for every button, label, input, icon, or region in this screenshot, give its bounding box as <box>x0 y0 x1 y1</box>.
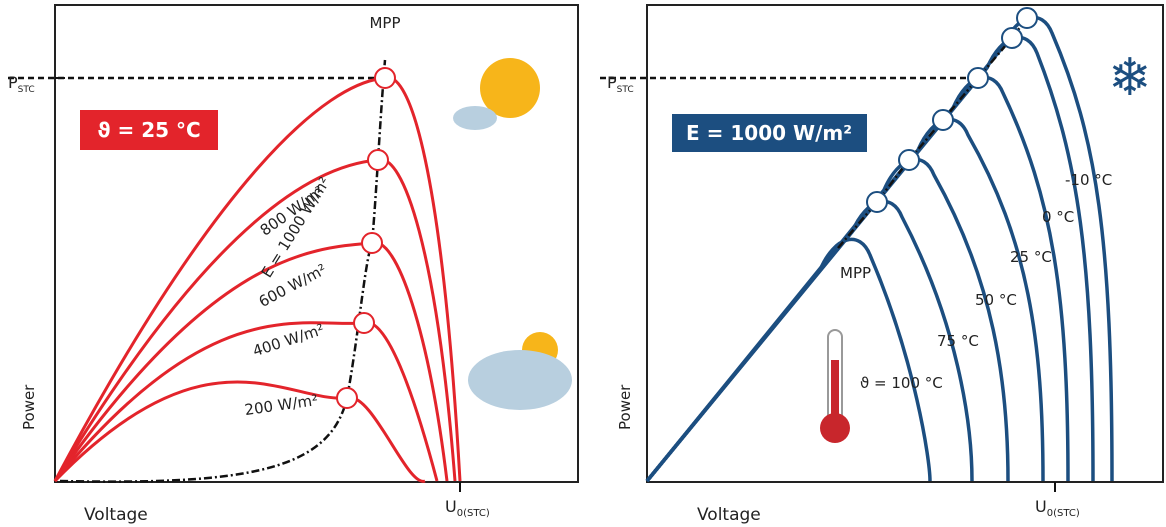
u0-label: U0(STC) <box>1035 497 1080 519</box>
cloud <box>453 106 497 130</box>
x-label: Voltage <box>84 505 148 525</box>
mpp-point <box>337 388 357 408</box>
right-panel: E = 1000 W/m² MPP PSTC U0(STC) Voltage P… <box>600 5 1163 525</box>
p: P <box>607 73 617 92</box>
curve-label: 25 °C <box>1010 248 1052 266</box>
curve-label: 50 °C <box>975 291 1017 309</box>
mpp-point <box>354 313 374 333</box>
left-panel: ϑ = 25 °C MPP PSTC U0(STC) Voltage Power… <box>8 5 578 525</box>
y-label: Power <box>616 384 634 430</box>
curves: -10 °C 0 °C 25 °C 50 °C 75 °C ϑ = 100 °C <box>647 8 1112 481</box>
y-label: Power <box>20 384 38 430</box>
mpp-point <box>1017 8 1037 28</box>
curve <box>647 239 930 481</box>
u: U <box>445 497 457 516</box>
curve-label: 0 °C <box>1042 208 1074 226</box>
mpp-label: MPP <box>369 14 400 32</box>
mpp-point <box>368 150 388 170</box>
sub: 0(STC) <box>457 508 490 519</box>
cloud <box>468 350 572 410</box>
curve <box>55 160 455 481</box>
p-stc-label: PSTC <box>607 73 634 95</box>
mpp-point <box>362 233 382 253</box>
curve-label: ϑ = 100 °C <box>860 374 943 392</box>
mpp-point <box>899 150 919 170</box>
mpp-point <box>933 110 953 130</box>
mpp-point <box>1002 28 1022 48</box>
thermometer-bulb <box>820 413 850 443</box>
badge: E = 1000 W/m² <box>686 121 852 145</box>
u: U <box>1035 497 1047 516</box>
x-label: Voltage <box>697 505 761 525</box>
mpp-label: MPP <box>840 264 871 282</box>
curve <box>55 243 447 481</box>
p: P <box>8 73 18 92</box>
snowflake: ❄ <box>1108 48 1152 108</box>
frame <box>647 5 1163 482</box>
curve <box>55 382 425 481</box>
curve-label: 200 W/m² <box>243 391 319 419</box>
badge: ϑ = 25 °C <box>97 118 200 142</box>
curve-label: 75 °C <box>937 332 979 350</box>
curve-label: -10 °C <box>1065 171 1112 189</box>
mpp-point <box>867 192 887 212</box>
sub: 0(STC) <box>1047 508 1080 519</box>
diagram: ϑ = 25 °C MPP PSTC U0(STC) Voltage Power… <box>0 0 1166 527</box>
mpp-point <box>968 68 988 88</box>
p-stc-label: PSTC <box>8 73 35 95</box>
sub: STC <box>18 85 35 95</box>
u0-label: U0(STC) <box>445 497 490 519</box>
mpp-point <box>375 68 395 88</box>
sub: STC <box>617 85 634 95</box>
